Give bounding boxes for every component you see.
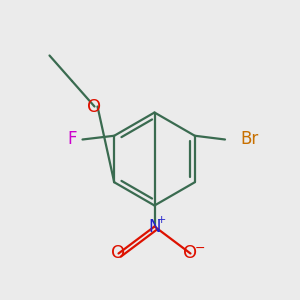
Text: O: O (87, 98, 102, 116)
Text: F: F (67, 130, 76, 148)
Text: O: O (183, 244, 198, 262)
Text: −: − (195, 242, 206, 255)
Text: N: N (148, 218, 161, 236)
Text: O: O (111, 244, 126, 262)
Text: Br: Br (240, 130, 258, 148)
Text: +: + (156, 215, 166, 225)
